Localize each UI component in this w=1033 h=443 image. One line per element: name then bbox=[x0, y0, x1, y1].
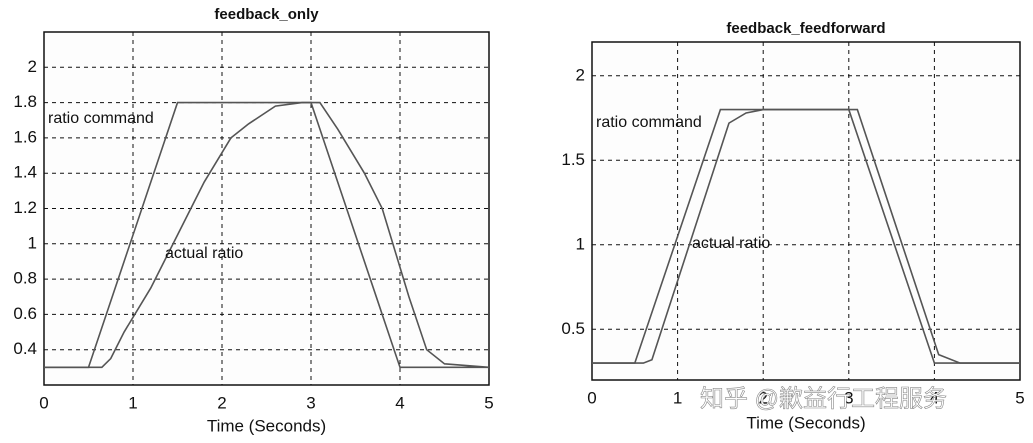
y-tick-label: 0.6 bbox=[13, 304, 37, 323]
y-tick-label: 1 bbox=[576, 234, 585, 253]
y-tick-label: 0.8 bbox=[13, 269, 37, 288]
x-tick-label: 2 bbox=[217, 393, 226, 412]
y-tick-label: 1.5 bbox=[561, 150, 585, 169]
x-tick-label: 0 bbox=[587, 388, 596, 407]
y-tick-label: 1 bbox=[28, 233, 37, 252]
x-axis-label: Time (Seconds) bbox=[746, 413, 865, 432]
x-tick-label: 1 bbox=[673, 388, 682, 407]
y-tick-label: 0.5 bbox=[561, 319, 585, 338]
x-tick-label: 3 bbox=[306, 393, 315, 412]
chart-title: feedback_feedforward bbox=[726, 20, 885, 37]
chart-title: feedback_only bbox=[214, 6, 319, 23]
y-tick-label: 1.2 bbox=[13, 198, 37, 217]
x-tick-label: 5 bbox=[484, 393, 493, 412]
x-tick-label: 4 bbox=[930, 388, 939, 407]
y-tick-label: 1.6 bbox=[13, 127, 37, 146]
x-tick-label: 3 bbox=[844, 388, 853, 407]
series-annotation: actual ratio bbox=[692, 235, 770, 252]
y-tick-label: 1.8 bbox=[13, 92, 37, 111]
x-axis-label: Time (Seconds) bbox=[207, 416, 326, 435]
data-line bbox=[592, 108, 1020, 364]
data-line bbox=[44, 101, 490, 369]
series-annotation: actual ratio bbox=[165, 245, 243, 262]
x-tick-label: 0 bbox=[39, 393, 48, 412]
y-tick-label: 2 bbox=[28, 57, 37, 76]
watermark: 知乎 @歉益行工程服务 bbox=[700, 385, 947, 412]
series-annotation: ratio command bbox=[48, 110, 154, 127]
y-tick-label: 1.4 bbox=[13, 163, 37, 182]
x-tick-label: 1 bbox=[128, 393, 137, 412]
y-tick-label: 2 bbox=[576, 65, 585, 84]
x-tick-label: 2 bbox=[758, 388, 767, 407]
y-tick-label: 0.4 bbox=[13, 339, 37, 358]
series-annotation: ratio command bbox=[596, 114, 702, 131]
x-tick-label: 4 bbox=[395, 393, 404, 412]
x-tick-label: 5 bbox=[1015, 388, 1024, 407]
